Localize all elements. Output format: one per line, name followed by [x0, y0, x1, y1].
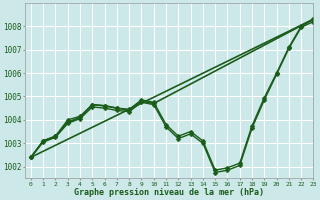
X-axis label: Graphe pression niveau de la mer (hPa): Graphe pression niveau de la mer (hPa): [74, 188, 264, 197]
